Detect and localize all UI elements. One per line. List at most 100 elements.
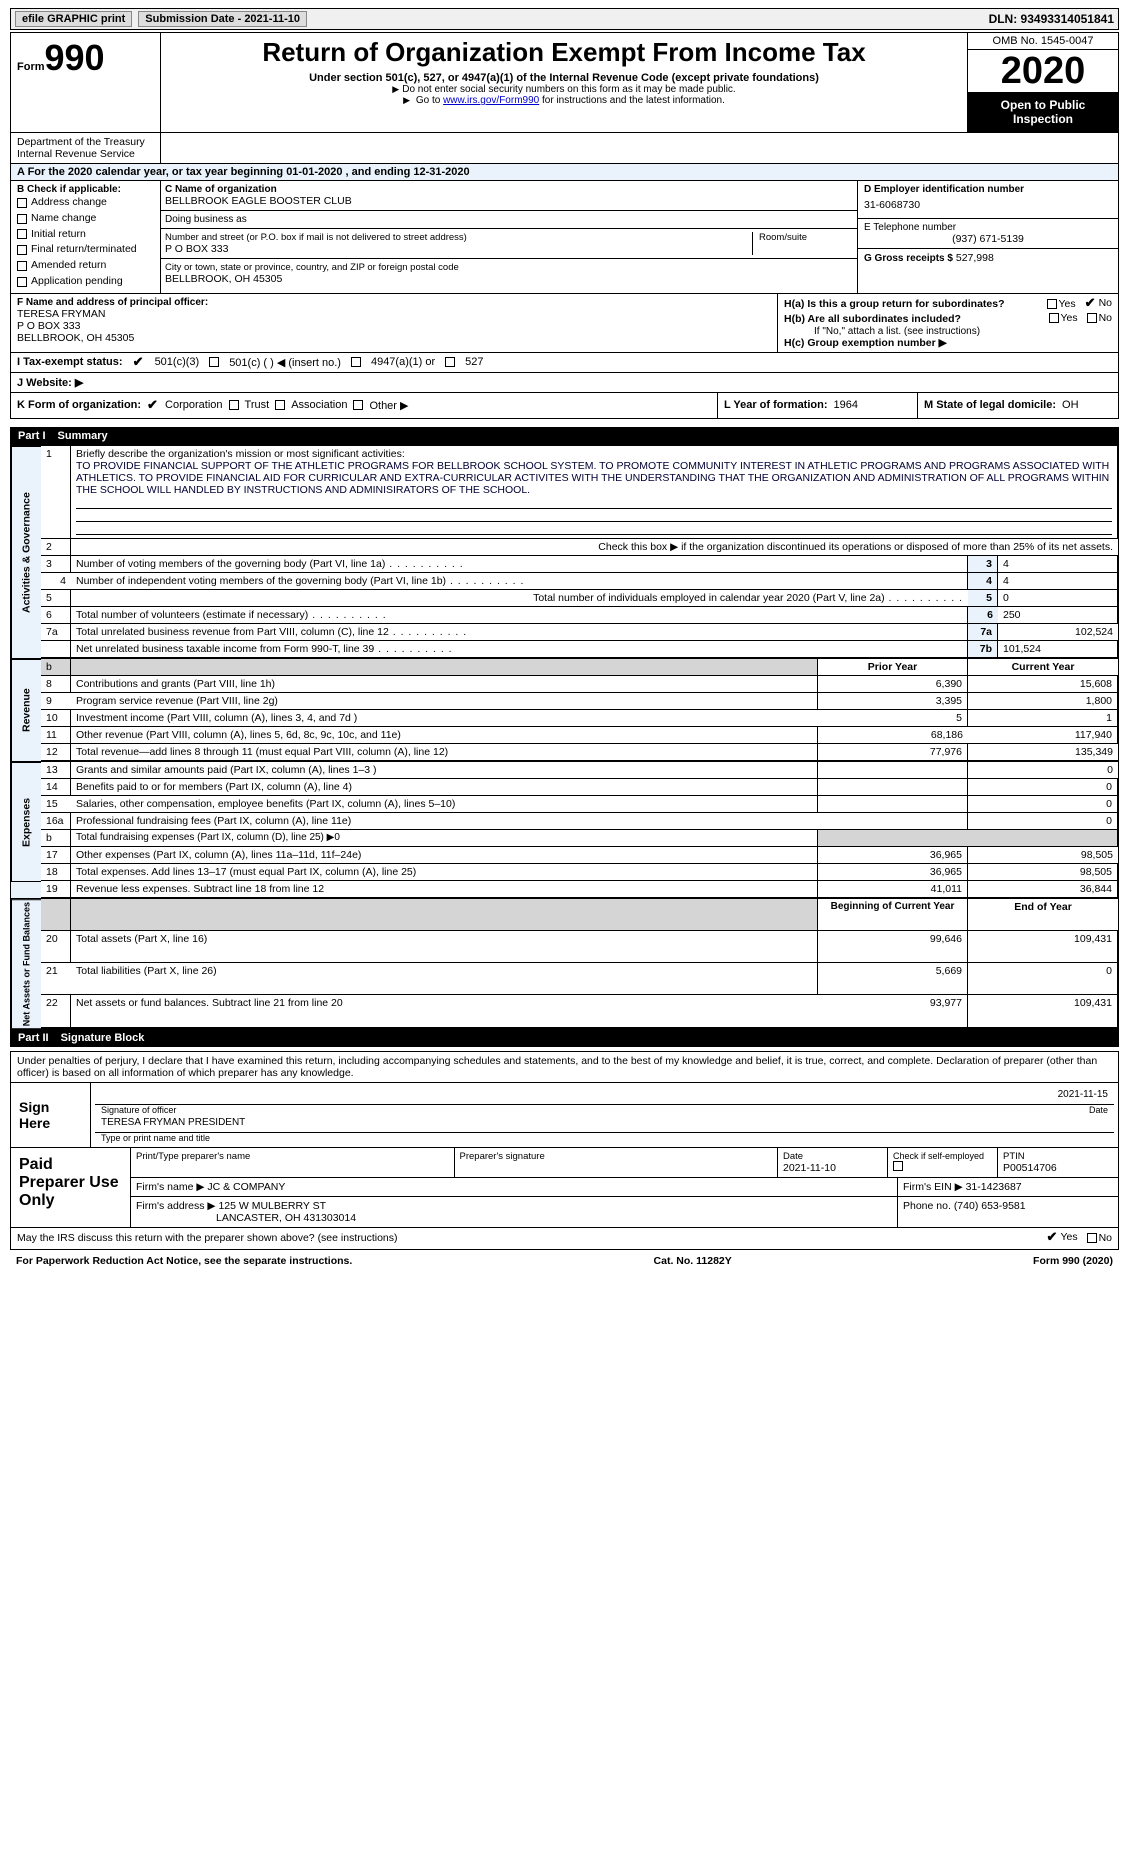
ptin-lbl: PTIN xyxy=(1003,1151,1113,1162)
prep-sig-lbl: Preparer's signature xyxy=(460,1151,773,1162)
r10-t: Investment income (Part VIII, column (A)… xyxy=(76,712,357,724)
footer-mid: Cat. No. 11282Y xyxy=(654,1255,732,1267)
r1-cell: Briefly describe the organization's miss… xyxy=(71,446,1118,539)
b-label: B Check if applicable: xyxy=(17,184,154,195)
r2-n: 2 xyxy=(41,539,71,556)
chk-trust[interactable] xyxy=(229,400,239,410)
r8-t: Contributions and grants (Part VIII, lin… xyxy=(76,678,275,690)
r10-c: 1 xyxy=(968,710,1118,727)
summary-grid: Activities & Governance 1 Briefly descri… xyxy=(10,445,1119,659)
r14-p xyxy=(818,779,968,796)
hb-yes[interactable] xyxy=(1049,313,1059,323)
r15-p xyxy=(818,796,968,813)
r2-t: Check this box ▶ if the organization dis… xyxy=(71,539,1118,556)
form-number-cell: Form990 xyxy=(11,33,161,132)
prep-name-lbl: Print/Type preparer's name xyxy=(136,1151,449,1162)
firm-addr: 125 W MULBERRY ST xyxy=(218,1200,326,1212)
r6-v: 250 xyxy=(998,607,1118,624)
chk-initial-return[interactable] xyxy=(17,229,27,239)
ha-lbl: H(a) Is this a group return for subordin… xyxy=(784,298,1005,310)
lbl-initial-return: Initial return xyxy=(31,227,86,243)
firm-name: JC & COMPANY xyxy=(207,1181,285,1193)
hdr-beg: Beginning of Current Year xyxy=(818,899,968,931)
r7a-k: 7a xyxy=(968,624,998,641)
title-block: Return of Organization Exempt From Incom… xyxy=(161,33,968,132)
ha-yes[interactable] xyxy=(1047,299,1057,309)
go-to-text: Go to xyxy=(416,95,443,106)
officer-name: TERESA FRYMAN xyxy=(17,308,771,320)
r7b-k: 7b xyxy=(968,641,998,658)
r3-k: 3 xyxy=(968,556,998,573)
irs-link[interactable]: www.irs.gov/Form990 xyxy=(443,95,539,106)
no-text: No xyxy=(1099,297,1112,309)
lbl-app-pending: Application pending xyxy=(31,274,123,290)
prep-date-lbl: Date xyxy=(783,1151,882,1162)
hdr-curr: Current Year xyxy=(968,659,1118,676)
r16a-t: Professional fundraising fees (Part IX, … xyxy=(76,815,351,827)
r21-c: 0 xyxy=(968,963,1118,995)
r11-t: Other revenue (Part VIII, column (A), li… xyxy=(76,729,401,741)
chk-corp[interactable] xyxy=(147,399,159,411)
officer-addr2: BELLBROOK, OH 45305 xyxy=(17,332,771,344)
chk-527[interactable] xyxy=(445,357,455,367)
r10-n: 10 xyxy=(41,710,71,727)
r6-k: 6 xyxy=(968,607,998,624)
r17-t: Other expenses (Part IX, column (A), lin… xyxy=(76,849,361,861)
paid-prep-lbl: Paid Preparer Use Only xyxy=(11,1148,131,1227)
r3-n: 3 xyxy=(41,556,71,573)
chk-assoc[interactable] xyxy=(275,400,285,410)
r18-p: 36,965 xyxy=(818,864,968,881)
i-lbl: I Tax-exempt status: xyxy=(17,356,123,368)
r5-k: 5 xyxy=(968,590,998,607)
r18-c: 98,505 xyxy=(968,864,1118,881)
chk-other[interactable] xyxy=(353,400,363,410)
efile-button[interactable]: efile GRAPHIC print xyxy=(15,11,132,27)
vlabel-expenses: Expenses xyxy=(11,762,41,881)
netassets-grid: Net Assets or Fund Balances Beginning of… xyxy=(10,899,1119,1029)
yes-text: Yes xyxy=(1059,298,1076,310)
r1-n: 1 xyxy=(41,446,71,539)
chk-self-employed[interactable] xyxy=(893,1161,903,1171)
dba-lbl: Doing business as xyxy=(165,214,853,225)
chk-4947[interactable] xyxy=(351,357,361,367)
vlabel-activities: Activities & Governance xyxy=(11,446,41,658)
r5-t: Total number of individuals employed in … xyxy=(533,592,963,604)
footer-left: For Paperwork Reduction Act Notice, see … xyxy=(16,1255,352,1267)
yes-text2: Yes xyxy=(1061,312,1078,324)
r16a-c: 0 xyxy=(968,813,1118,830)
subtitle-2: Do not enter social security numbers on … xyxy=(171,84,957,95)
r6-n: 6 xyxy=(41,607,71,624)
vlabel-revenue: Revenue xyxy=(11,659,41,761)
chk-501c[interactable] xyxy=(209,357,219,367)
lbl-name-change: Name change xyxy=(31,211,96,227)
row-a-tax-year: A For the 2020 calendar year, or tax yea… xyxy=(10,164,1119,181)
discuss-yes-lbl: Yes xyxy=(1061,1231,1078,1243)
r9-p: 3,395 xyxy=(818,693,968,710)
chk-amended[interactable] xyxy=(17,261,27,271)
chk-address-change[interactable] xyxy=(17,198,27,208)
row-k: K Form of organization: Corporation Trus… xyxy=(10,393,1119,419)
r13-n: 13 xyxy=(41,762,71,779)
chk-final-return[interactable] xyxy=(17,245,27,255)
r12-p: 77,976 xyxy=(818,744,968,761)
r9-c: 1,800 xyxy=(968,693,1118,710)
lbl-address-change: Address change xyxy=(31,195,107,211)
r8-n: 8 xyxy=(41,676,71,693)
chk-501c3[interactable] xyxy=(133,356,145,368)
hb-no[interactable] xyxy=(1087,313,1097,323)
discuss-no[interactable] xyxy=(1087,1233,1097,1243)
row-i-tax-exempt: I Tax-exempt status: 501(c)(3) 501(c) ( … xyxy=(10,353,1119,373)
chk-name-change[interactable] xyxy=(17,214,27,224)
discuss-yes[interactable] xyxy=(1047,1231,1059,1243)
sig-of-lbl: Signature of officer xyxy=(101,1105,176,1115)
lbl-other: Other ▶ xyxy=(369,399,408,412)
state-domicile: OH xyxy=(1062,399,1079,411)
r16a-n: 16a xyxy=(41,813,71,830)
ha-no-checked[interactable] xyxy=(1085,297,1097,309)
chk-application-pending[interactable] xyxy=(17,277,27,287)
lbl-trust: Trust xyxy=(245,399,270,411)
subtitle-1: Under section 501(c), 527, or 4947(a)(1)… xyxy=(171,72,957,84)
dept-treasury: Department of the Treasury Internal Reve… xyxy=(11,133,161,163)
r4-k: 4 xyxy=(968,573,998,590)
part1-title: Summary xyxy=(58,430,108,442)
